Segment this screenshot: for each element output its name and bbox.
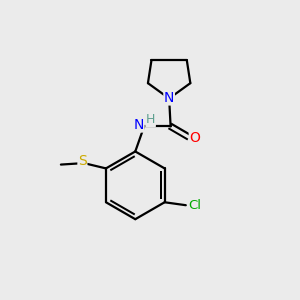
Text: O: O xyxy=(189,131,200,145)
Text: Cl: Cl xyxy=(188,199,201,212)
Text: N: N xyxy=(134,118,144,132)
Text: S: S xyxy=(78,154,87,168)
Text: H: H xyxy=(146,113,155,127)
Text: N: N xyxy=(164,91,174,105)
